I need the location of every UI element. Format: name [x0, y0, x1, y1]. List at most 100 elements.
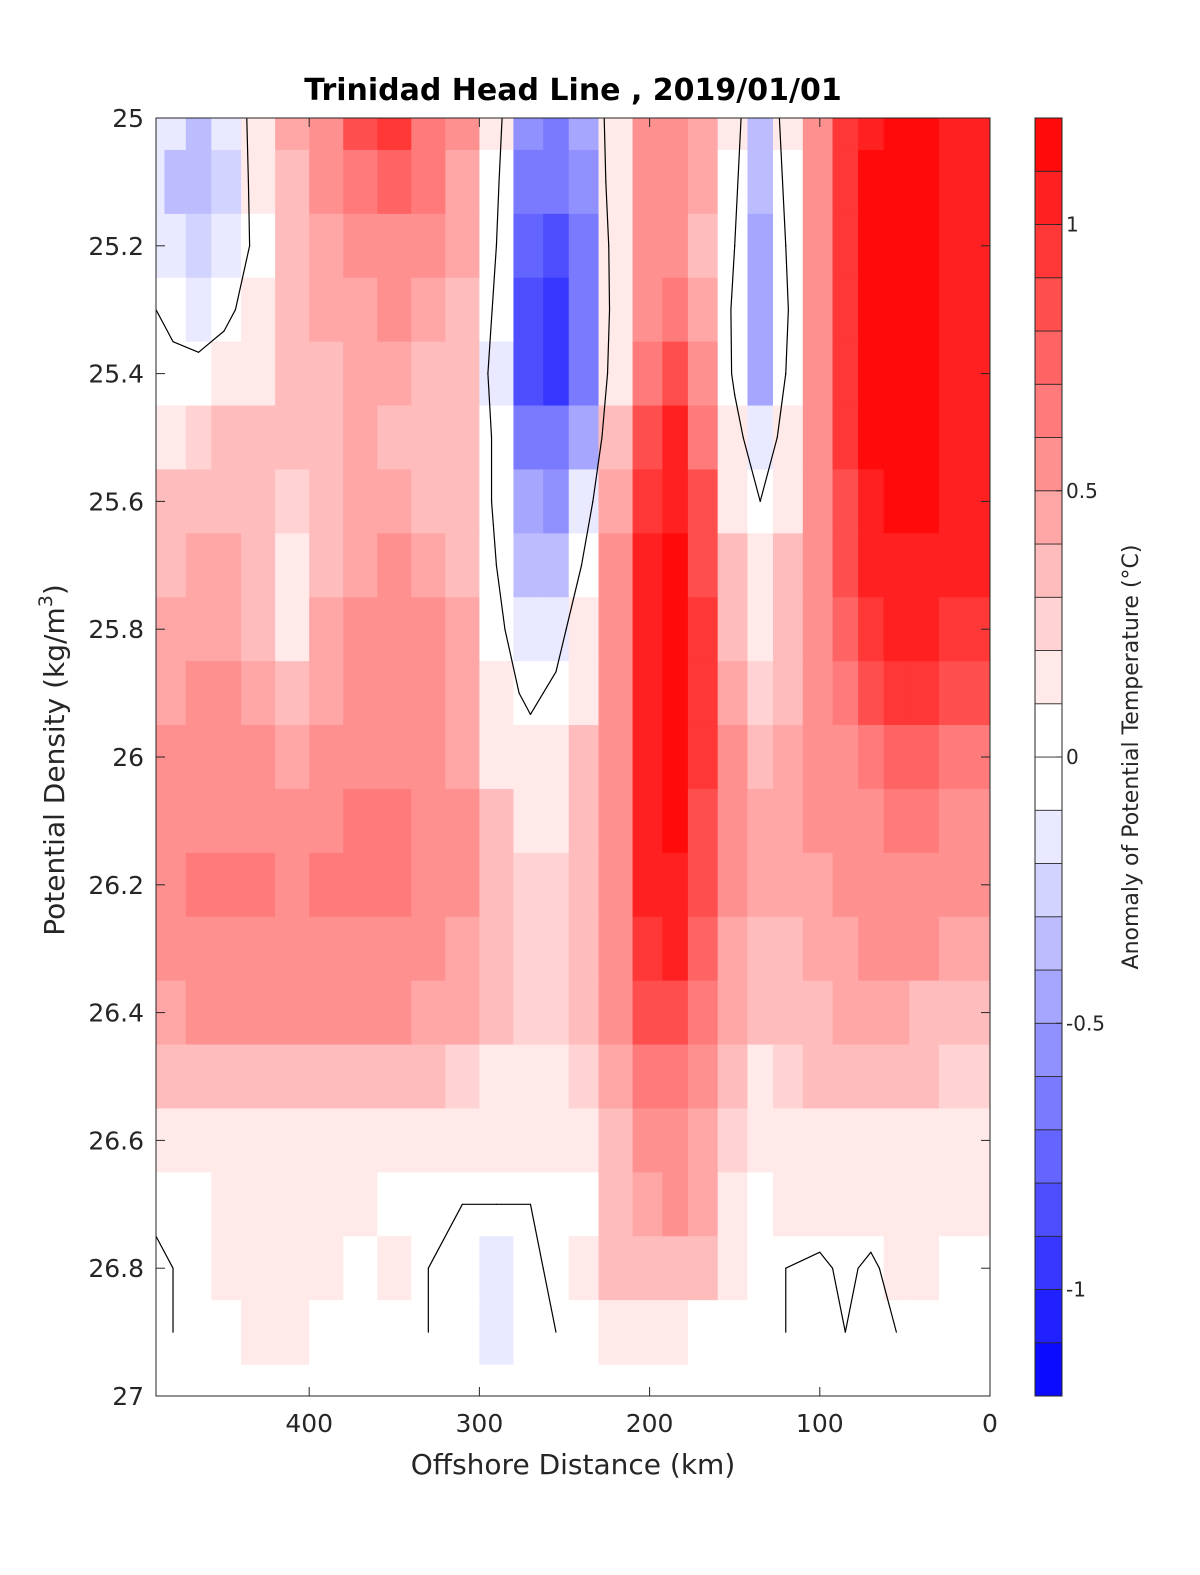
- field-cell: [309, 725, 344, 790]
- field-cell: [772, 469, 804, 534]
- field-cell: [632, 1044, 663, 1110]
- field-cell: [377, 852, 412, 918]
- field-cell: [275, 405, 310, 471]
- field-cell: [164, 788, 187, 854]
- field-cell: [909, 725, 940, 790]
- zero-contour-segment: [785, 245, 789, 311]
- zero-contour-segment: [487, 309, 493, 375]
- field-cell: [377, 1108, 412, 1173]
- field-cell: [568, 980, 600, 1046]
- field-cell: [241, 405, 276, 471]
- field-cell: [662, 788, 689, 854]
- field-cell: [687, 1300, 719, 1365]
- field-cell: [909, 852, 940, 918]
- field-cell: [479, 788, 515, 854]
- field-cell: [513, 213, 544, 279]
- field-cell: [747, 149, 774, 215]
- field-cell: [275, 1108, 310, 1173]
- field-cell: [568, 405, 600, 471]
- field-cell: [909, 1172, 940, 1237]
- field-cell: [858, 980, 885, 1046]
- field-cell: [802, 1300, 834, 1365]
- field-cell: [632, 277, 663, 343]
- zero-contour-segment: [785, 309, 789, 375]
- field-cell: [568, 118, 600, 151]
- field-cell: [156, 916, 166, 982]
- field-cell: [275, 661, 310, 726]
- field-cell: [772, 725, 804, 790]
- zero-contour-segment: [529, 692, 544, 716]
- field-cell: [883, 725, 910, 790]
- zero-contour-segment: [778, 118, 784, 183]
- field-cell: [858, 1108, 885, 1173]
- field-cell: [909, 1108, 940, 1173]
- field-cell: [543, 916, 570, 982]
- field-cell: [164, 118, 187, 151]
- field-cell: [858, 341, 885, 407]
- zero-contour-segment: [487, 373, 493, 439]
- field-cell: [687, 118, 719, 151]
- field-cell: [185, 405, 212, 471]
- field-cell: [909, 980, 940, 1046]
- field-cell: [411, 725, 446, 790]
- colorbar-band: [1034, 703, 1063, 758]
- field-cell: [445, 213, 480, 279]
- colorbar-band: [1034, 117, 1063, 172]
- field-cell: [445, 469, 480, 534]
- field-cell: [377, 469, 412, 534]
- zero-contour-segment: [776, 373, 787, 439]
- field-cell: [598, 597, 634, 662]
- field-cell: [211, 788, 242, 854]
- y-tick-label: 27: [112, 1382, 144, 1411]
- field-cell: [479, 149, 515, 215]
- field-cell: [858, 916, 885, 982]
- field-cell: [543, 852, 570, 918]
- field-cell: [598, 1300, 634, 1365]
- field-cell: [185, 980, 212, 1046]
- field-cell: [858, 405, 885, 471]
- field-cell: [858, 118, 885, 151]
- colorbar: 1 0.5 0 -0.5 -1: [1034, 117, 1105, 1397]
- zero-contour-segment: [247, 181, 251, 247]
- field-cell: [938, 661, 990, 726]
- field-cell: [832, 118, 859, 151]
- field-cell: [909, 1044, 940, 1110]
- field-cell: [687, 916, 719, 982]
- field-cell: [802, 597, 834, 662]
- zero-contour-segment: [878, 1267, 897, 1333]
- field-cell: [909, 597, 940, 662]
- field-cell: [858, 1172, 885, 1237]
- field-cell: [772, 916, 804, 982]
- field-cell: [832, 149, 859, 215]
- field-cell: [156, 405, 166, 471]
- field-cell: [241, 1044, 276, 1110]
- field-cell: [568, 1044, 600, 1110]
- zero-contour-segment: [759, 436, 778, 502]
- field-cell: [568, 1300, 600, 1365]
- field-cell: [241, 980, 276, 1046]
- field-cell: [662, 533, 689, 598]
- zero-contour-segment: [870, 1251, 880, 1269]
- field-cell: [747, 597, 774, 662]
- field-cell: [185, 1108, 212, 1173]
- field-cell: [858, 469, 885, 534]
- zero-contour-segment: [542, 671, 557, 694]
- field-cell: [411, 1044, 446, 1110]
- x-axis-label: Offshore Distance (km): [411, 1448, 736, 1481]
- field-cell: [568, 277, 600, 343]
- field-cell: [164, 1172, 187, 1237]
- field-cell: [832, 725, 859, 790]
- field-cell: [275, 1172, 310, 1237]
- zero-contour-segment: [606, 309, 611, 375]
- field-cell: [802, 1044, 834, 1110]
- field-cell: [662, 341, 689, 407]
- field-cell: [156, 277, 166, 343]
- field-cell: [883, 1108, 910, 1173]
- field-cell: [445, 1300, 480, 1365]
- field-cell: [717, 1236, 749, 1301]
- zero-contour-segment: [601, 373, 609, 439]
- colorbar-band: [1034, 756, 1063, 811]
- field-cell: [632, 118, 663, 151]
- field-cell: [241, 661, 276, 726]
- field-cell: [632, 1108, 663, 1173]
